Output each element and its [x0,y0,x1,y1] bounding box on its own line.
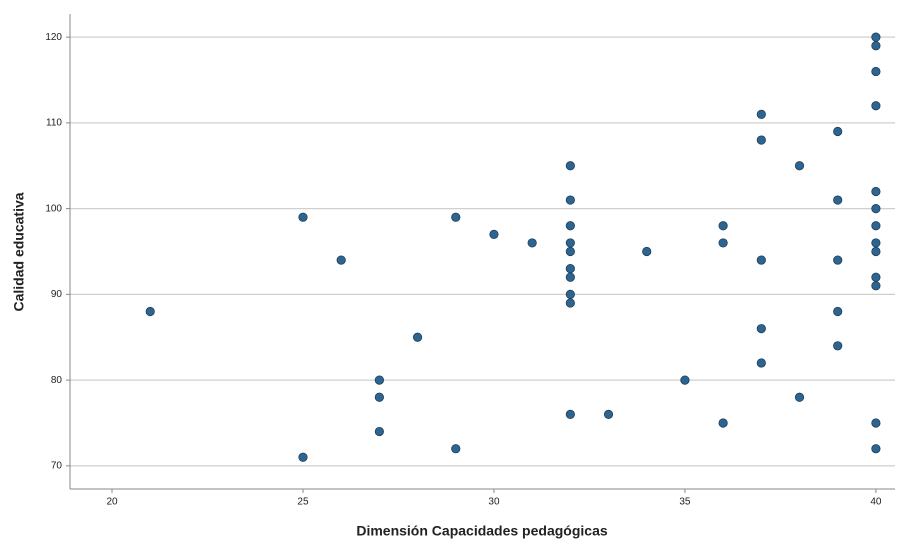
x-tick-label: 40 [870,497,882,508]
point [871,281,881,291]
point [871,186,881,197]
point [489,229,499,239]
point [794,161,805,171]
point [871,204,881,214]
point [336,255,346,265]
point [756,135,766,145]
point [871,418,881,428]
y-tick-label: 100 [45,203,62,214]
point [833,306,843,317]
x-tick-label: 20 [106,497,118,508]
point [794,392,805,402]
point [718,418,728,428]
point [642,246,652,257]
point [451,212,461,222]
point [718,238,728,248]
point [871,246,881,257]
point [565,409,575,420]
point [833,126,843,137]
point [451,444,461,454]
point [871,101,881,111]
point [527,238,537,248]
point [756,109,766,119]
point [565,161,575,171]
point [565,272,575,282]
x-tick-label: 25 [297,497,309,508]
point [374,375,384,385]
point [756,324,766,334]
point [871,272,881,282]
point [603,409,614,420]
y-tick-label: 70 [51,460,63,471]
point [680,375,690,385]
y-tick-label: 80 [51,375,63,386]
point [145,306,155,317]
point [756,358,766,368]
point [565,246,575,257]
point [871,32,881,42]
y-tick-label: 110 [46,118,62,129]
y-tick-label: 120 [45,32,62,43]
point [565,195,575,205]
point [871,238,881,248]
point [833,341,843,351]
x-tick-label: 30 [488,497,500,508]
point [374,426,384,437]
y-axis-title: Calidad educativa [11,192,27,311]
point [833,255,843,265]
point [565,238,575,248]
y-tick-label: 90 [51,289,63,300]
point [833,195,843,205]
point [298,452,308,462]
point [374,392,384,402]
point [871,221,881,231]
point [565,298,575,308]
point [565,221,575,231]
point [412,332,423,342]
point [871,41,881,51]
point [565,289,575,299]
x-tick-label: 35 [679,497,691,508]
point [871,444,881,454]
point [298,212,308,222]
point [756,255,766,265]
point [565,264,575,274]
x-axis-title: Dimensión Capacidades pedagógicas [356,523,608,539]
point [718,221,728,231]
point [871,66,881,77]
